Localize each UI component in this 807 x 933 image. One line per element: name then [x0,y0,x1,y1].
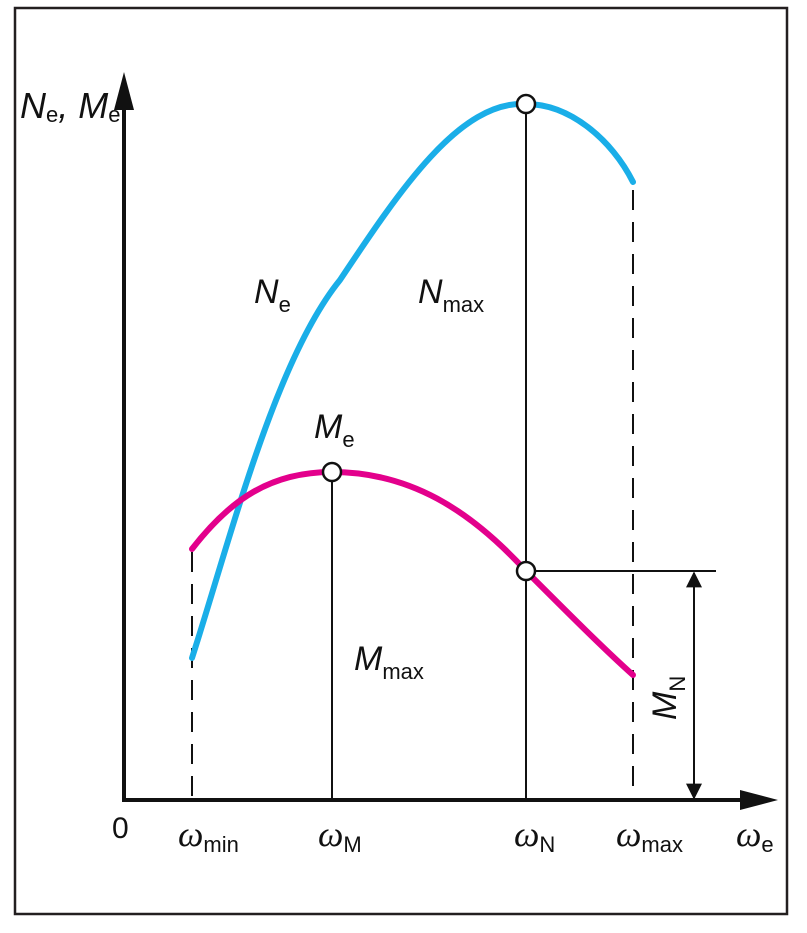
n-max-point [515,93,537,115]
m-n-label: MN [646,676,690,720]
power-curve-label: Ne [254,273,291,317]
m-max-label: Mmax [354,640,424,684]
x-axis-arrow-icon [740,790,778,810]
torque-curve-label: Me [314,408,355,452]
m-n-point [515,560,537,582]
frame-border [13,6,789,916]
tick-omega-min: ωmin [178,814,239,857]
tick-omega-max: ωmax [616,814,683,857]
m-max-point [321,461,343,483]
y-axis-arrow-icon [114,72,134,110]
origin-label: 0 [112,812,129,845]
n-max-label: Nmax [418,273,484,317]
power-curve [189,100,636,661]
torque-curve [189,468,636,678]
svg-text:MN: MN [646,676,690,720]
tick-omega-n: ωN [514,814,555,857]
x-axis-label: ωe [736,814,774,857]
tick-omega-m: ωM [318,814,362,857]
y-axis-label: Ne, Me [20,85,121,127]
